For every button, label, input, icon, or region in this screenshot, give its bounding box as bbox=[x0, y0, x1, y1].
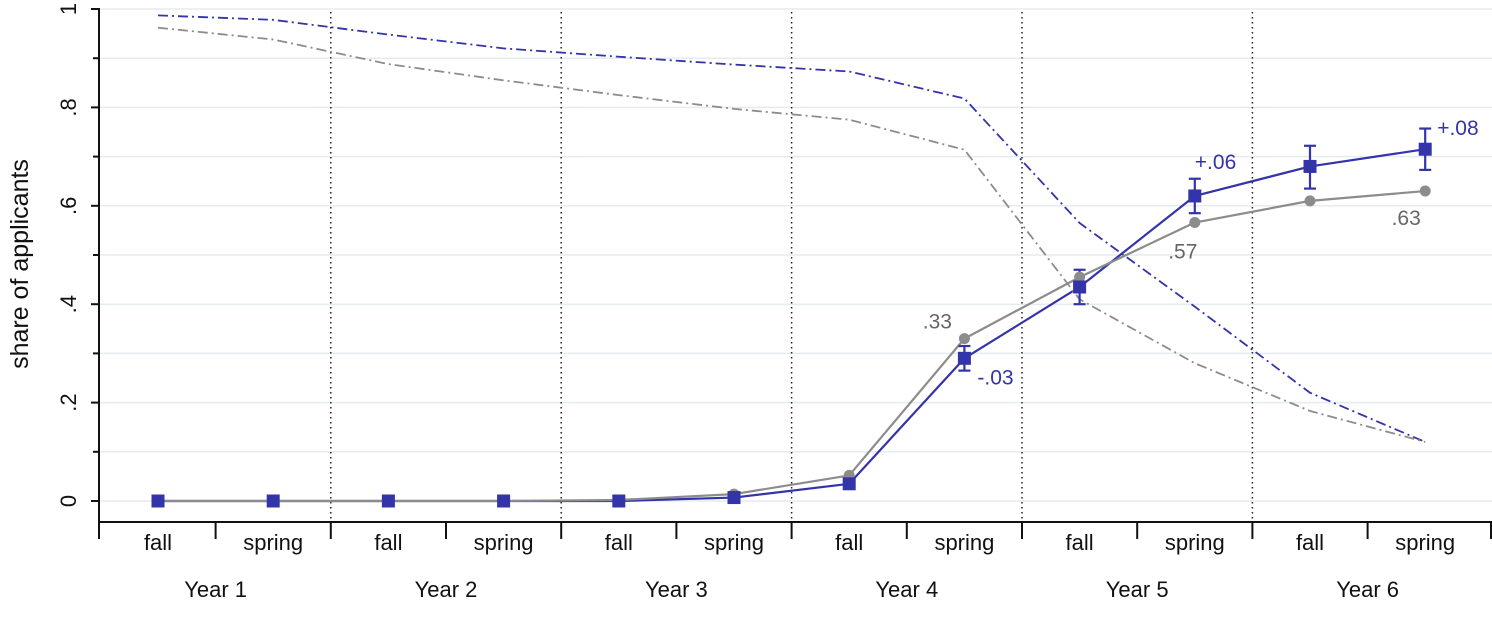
circle-marker bbox=[1304, 195, 1316, 207]
x-year-label: Year 5 bbox=[1106, 577, 1169, 602]
circle-marker bbox=[1189, 217, 1201, 229]
square-marker bbox=[1073, 280, 1087, 294]
square-marker bbox=[266, 494, 280, 508]
circle-marker bbox=[1419, 185, 1431, 197]
x-semester-label: fall bbox=[1296, 530, 1324, 555]
x-semester-label: fall bbox=[144, 530, 172, 555]
circle-marker bbox=[958, 333, 970, 345]
y-tick-label: .2 bbox=[56, 393, 81, 411]
square-marker bbox=[381, 494, 395, 508]
x-semester-label: spring bbox=[474, 530, 534, 555]
data-label: +.08 bbox=[1437, 117, 1478, 140]
x-semester-label: spring bbox=[1165, 530, 1225, 555]
axes: 0 .2 .4 .6 .8 1 fall spring fall spring fall spring… bbox=[56, 3, 1492, 602]
series-lines bbox=[157, 14, 1426, 503]
y-tick-label: .4 bbox=[56, 295, 81, 313]
series-line bbox=[157, 14, 1426, 443]
y-tick-label: 0 bbox=[56, 495, 81, 507]
y-tick-label: 1 bbox=[56, 3, 81, 15]
data-label: .57 bbox=[1168, 241, 1197, 264]
x-year-label: Year 1 bbox=[184, 577, 247, 602]
circle-marker bbox=[1074, 271, 1086, 283]
square-marker bbox=[727, 491, 741, 505]
data-label: .63 bbox=[1392, 207, 1421, 230]
series-line bbox=[158, 189, 1426, 503]
year-separators bbox=[330, 12, 1254, 522]
x-semester-label: spring bbox=[243, 530, 303, 555]
square-marker bbox=[842, 477, 856, 491]
square-marker bbox=[957, 351, 971, 365]
x-semester-label: fall bbox=[1066, 530, 1094, 555]
y-tick-label: .8 bbox=[56, 98, 81, 116]
annotations: .33 -.03 .57 +.06 .63 +.08 bbox=[923, 117, 1479, 389]
data-label: .33 bbox=[923, 311, 952, 334]
x-semester-label: spring bbox=[704, 530, 764, 555]
x-year-label: Year 4 bbox=[875, 577, 938, 602]
square-marker bbox=[612, 494, 626, 508]
square-marker bbox=[1418, 142, 1432, 156]
x-semester-label: fall bbox=[374, 530, 402, 555]
series-line bbox=[157, 26, 1426, 443]
data-label: -.03 bbox=[977, 366, 1013, 389]
y-axis-title: share of applicants bbox=[6, 159, 34, 369]
x-year-label: Year 6 bbox=[1336, 577, 1399, 602]
y-tick-label: .6 bbox=[56, 197, 81, 215]
square-marker bbox=[497, 494, 511, 508]
gridlines bbox=[100, 8, 1492, 502]
x-semester-label: fall bbox=[605, 530, 633, 555]
x-year-label: Year 2 bbox=[415, 577, 478, 602]
x-semester-label: fall bbox=[835, 530, 863, 555]
x-semester-label: spring bbox=[934, 530, 994, 555]
data-label: +.06 bbox=[1195, 151, 1236, 174]
square-marker bbox=[1188, 189, 1202, 203]
x-semester-label: spring bbox=[1395, 530, 1455, 555]
series-markers bbox=[151, 127, 1432, 508]
x-year-label: Year 3 bbox=[645, 577, 708, 602]
square-marker bbox=[151, 494, 165, 508]
square-marker bbox=[1303, 159, 1317, 173]
